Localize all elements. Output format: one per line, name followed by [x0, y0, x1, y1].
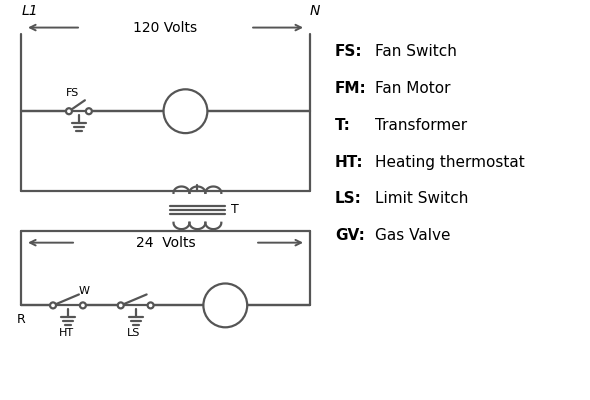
Text: GV: GV	[216, 299, 234, 312]
Text: 24  Volts: 24 Volts	[136, 236, 195, 250]
Text: LS:: LS:	[335, 191, 362, 206]
Text: Heating thermostat: Heating thermostat	[375, 154, 525, 170]
Text: 120 Volts: 120 Volts	[133, 20, 198, 34]
Text: W: W	[78, 286, 90, 296]
Text: FM:: FM:	[335, 81, 366, 96]
Text: R: R	[17, 313, 25, 326]
Circle shape	[80, 302, 86, 308]
Text: HT:: HT:	[335, 154, 363, 170]
Text: Limit Switch: Limit Switch	[375, 191, 468, 206]
Text: T:: T:	[335, 118, 350, 133]
Text: Fan Switch: Fan Switch	[375, 44, 457, 59]
Circle shape	[163, 89, 207, 133]
Circle shape	[86, 108, 92, 114]
Circle shape	[148, 302, 153, 308]
Text: LS: LS	[127, 328, 140, 338]
Text: Transformer: Transformer	[375, 118, 467, 133]
Text: FS: FS	[66, 88, 80, 98]
Text: FM: FM	[176, 105, 194, 118]
Text: N: N	[310, 4, 320, 18]
Circle shape	[66, 108, 72, 114]
Text: T: T	[231, 203, 239, 216]
Text: L1: L1	[21, 4, 38, 18]
Text: FS:: FS:	[335, 44, 362, 59]
Text: HT: HT	[58, 328, 74, 338]
Text: GV:: GV:	[335, 228, 365, 243]
Circle shape	[118, 302, 124, 308]
Circle shape	[204, 284, 247, 327]
Text: Gas Valve: Gas Valve	[375, 228, 450, 243]
Circle shape	[50, 302, 56, 308]
Text: Fan Motor: Fan Motor	[375, 81, 450, 96]
